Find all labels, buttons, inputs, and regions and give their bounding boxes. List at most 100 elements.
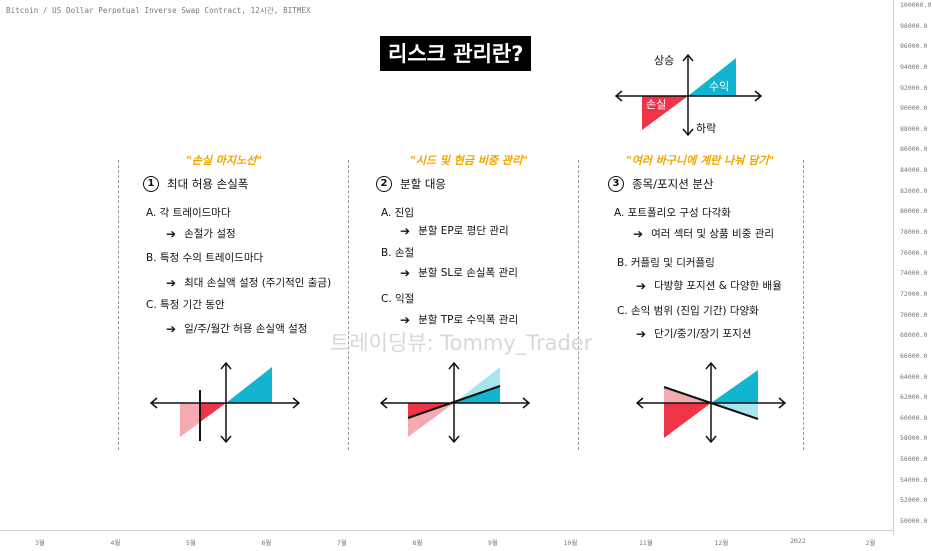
arrow-right-icon: ➔ (166, 321, 177, 336)
price-tick-label: 62000.0 (900, 393, 928, 402)
arrow-right-icon: ➔ (636, 278, 647, 293)
price-tick-label: 82000.0 (900, 186, 928, 195)
col1-loss-light (180, 403, 226, 437)
price-tick-label: 56000.0 (900, 455, 928, 464)
time-tick-label: 9월 (488, 539, 498, 547)
price-tick-label: 58000.0 (900, 434, 928, 443)
time-axis[interactable]: 3월 4월 5월 6월 7월 8월 9월 10월 11월 12월 2022 2월 (0, 530, 893, 551)
price-tick-label: 90000.0 (900, 104, 928, 113)
main-title: 리스크 관리란? (380, 36, 532, 71)
column-3-item-c-sub: ➔ 단기/중기/장기 포지션 (636, 326, 752, 341)
column-3-section-title: 종목/포지션 분산 (632, 177, 714, 191)
price-tick-label: 84000.0 (900, 166, 928, 175)
column-divider-1 (118, 160, 119, 450)
time-tick-label: 2022 (790, 537, 806, 545)
col3-loss (664, 403, 711, 438)
number-circle-1: 1 (143, 176, 159, 192)
arrow-right-icon: ➔ (636, 326, 647, 341)
column-1-diagram (149, 361, 301, 444)
column-1-section-title: 최대 허용 손실폭 (167, 177, 249, 191)
column-3-item-b-sub: ➔ 다방향 포지션 & 다양한 배율 (636, 278, 782, 293)
column-3-section: 3 종목/포지션 분산 (608, 176, 714, 192)
column-3-title: "여러 바구니에 계란 나눠 담기" (626, 154, 775, 167)
price-tick-label: 98000.0 (900, 21, 928, 30)
time-tick-label: 5월 (186, 539, 196, 547)
column-1-title: "손실 마지노선" (186, 154, 263, 167)
price-tick-label: 64000.0 (900, 372, 928, 381)
column-divider-2 (348, 160, 349, 450)
column-1-item-b-sub: ➔ 최대 손실액 설정 (주기적인 출금) (166, 275, 332, 290)
column-3-diagram (635, 361, 787, 444)
arrow-right-icon: ➔ (633, 226, 644, 241)
price-tick-label: 76000.0 (900, 248, 928, 257)
column-2-item-a-sub: ➔ 분할 EP로 평단 관리 (400, 223, 509, 238)
legend-down-label: 하락 (696, 121, 716, 135)
column-2-diagram (379, 361, 531, 444)
column-2-item-a: A. 진입 (381, 207, 414, 219)
price-tick-label: 86000.0 (900, 145, 928, 154)
col3-profit (711, 370, 758, 403)
symbol-title: Bitcoin / US Dollar Perpetual Inverse Sw… (6, 6, 311, 15)
col1-loss (200, 403, 226, 422)
legend-profit-label: 수익 (709, 80, 729, 93)
legend-loss-label: 손실 (646, 98, 666, 111)
arrow-right-icon: ➔ (400, 265, 411, 280)
legend-profit-triangle (688, 58, 736, 96)
column-1-item-c: C. 특정 기간 동안 (146, 299, 225, 311)
col1-profit (226, 367, 272, 403)
price-tick-label: 88000.0 (900, 124, 928, 133)
col3-hedge-line (663, 386, 759, 420)
column-2-item-b-sub: ➔ 분할 SL로 손실폭 관리 (400, 265, 518, 280)
time-tick-label: 10월 (563, 539, 578, 547)
column-2-section: 2 분할 대응 (376, 176, 446, 192)
price-tick-label: 80000.0 (900, 207, 928, 216)
column-divider-3 (578, 160, 579, 450)
time-tick-label: 7월 (337, 539, 347, 547)
column-2-title: "시드 및 현금 비중 관리" (410, 154, 528, 167)
legend-up-label: 상승 (654, 54, 674, 67)
column-3-item-a: A. 포트폴리오 구성 다각화 (614, 207, 731, 219)
price-tick-label: 70000.0 (900, 310, 928, 319)
arrow-right-icon: ➔ (166, 275, 177, 290)
column-2-item-c: C. 익절 (381, 293, 415, 305)
price-tick-label: 74000.0 (900, 269, 928, 278)
price-tick-label: 72000.0 (900, 289, 928, 298)
price-tick-label: 96000.0 (900, 42, 928, 51)
watermark: 트레이딩뷰: Tommy_Trader (330, 331, 593, 355)
column-2-section-title: 분할 대응 (400, 177, 446, 191)
time-tick-label: 11월 (639, 539, 653, 547)
col2-average-line (407, 385, 501, 419)
price-tick-label: 100000.0 (900, 1, 932, 9)
price-tick-label: 54000.0 (900, 475, 928, 484)
price-tick-label: 60000.0 (900, 413, 928, 422)
column-1-section: 1 최대 허용 손실폭 (143, 176, 248, 192)
price-tick-label: 52000.0 (900, 496, 928, 505)
legend-diagram: 상승 하락 수익 손실 (614, 53, 763, 137)
arrow-right-icon: ➔ (400, 223, 411, 238)
column-3-item-a-sub: ➔ 여러 섹터 및 상품 비중 관리 (633, 226, 775, 241)
number-circle-2: 2 (376, 176, 392, 192)
price-tick-label: 66000.0 (900, 351, 928, 360)
price-tick-label: 68000.0 (900, 331, 928, 340)
time-tick-label: 12월 (714, 539, 729, 547)
time-tick-label: 6월 (261, 539, 272, 547)
column-3-item-b: B. 커플링 및 디커플링 (617, 257, 715, 269)
price-axis[interactable]: 100000.0 98000.0 96000.0 94000.0 92000.0 9000… (893, 0, 932, 535)
price-tick-label: 94000.0 (900, 62, 928, 71)
price-tick-label: 78000.0 (900, 228, 928, 237)
price-tick-label: 92000.0 (900, 83, 928, 92)
arrow-right-icon: ➔ (166, 226, 177, 241)
arrow-right-icon: ➔ (400, 312, 411, 327)
price-tick-label: 50000.0 (900, 517, 928, 525)
time-tick-label: 2월 (865, 539, 876, 547)
column-3-item-c: C. 손익 범위 (진입 기간) 다양화 (617, 305, 759, 317)
column-1-item-c-sub: ➔ 일/주/월간 허용 손실액 설정 (166, 321, 308, 336)
legend-loss-triangle (642, 96, 688, 130)
column-divider-4 (803, 160, 804, 450)
time-tick-label: 8월 (412, 539, 423, 547)
column-2-item-b: B. 손절 (381, 247, 415, 259)
time-tick-label: 4월 (110, 539, 121, 547)
time-tick-label: 3월 (35, 539, 45, 547)
number-circle-3: 3 (608, 176, 624, 192)
column-1-item-b: B. 특정 수의 트레이드마다 (146, 252, 264, 264)
